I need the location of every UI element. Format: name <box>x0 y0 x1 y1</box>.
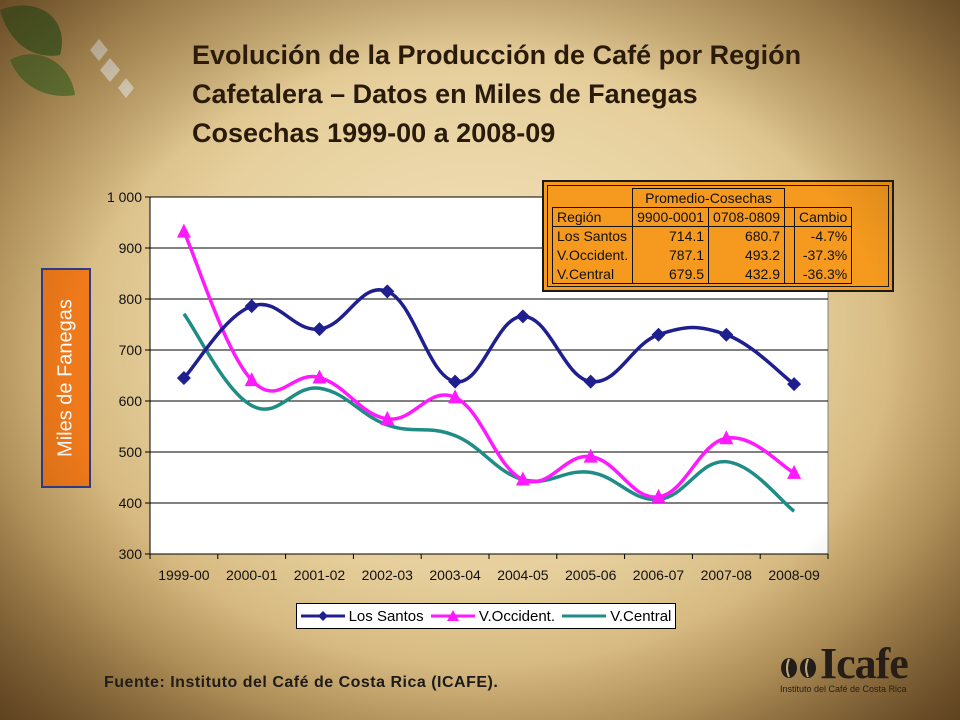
y-tick-label: 700 <box>119 342 143 358</box>
summary-header-region: Región <box>551 207 633 227</box>
logo-brand: Icafe <box>820 639 909 688</box>
legend-item-v-occident: V.Occident. <box>430 607 556 625</box>
summary-cell: 432.9 <box>708 264 785 284</box>
coffee-bean-icon <box>781 658 816 678</box>
summary-table: Promedio-Cosechas Región 9900-0001 0708-… <box>542 180 894 292</box>
summary-header-period-2: 0708-0809 <box>708 207 785 227</box>
summary-header-change: Cambio <box>793 207 853 227</box>
chart-legend: Los Santos V.Occident. V.Central <box>296 603 676 629</box>
legend-label: V.Occident. <box>478 607 556 625</box>
x-tick-label: 2005-06 <box>565 567 617 583</box>
legend-swatch-triangle <box>430 610 475 621</box>
y-tick-label: 900 <box>119 240 143 256</box>
x-tick-label: 2007-08 <box>701 567 753 583</box>
legend-swatch-diamond <box>300 611 345 621</box>
y-tick-label: 1 000 <box>107 189 142 205</box>
legend-item-v-central: V.Central <box>562 608 671 625</box>
x-tick-label: 2006-07 <box>633 567 685 583</box>
summary-cell: -4.7% <box>793 226 853 246</box>
legend-item-los-santos: Los Santos <box>300 607 424 625</box>
summary-cell: 787.1 <box>632 245 710 265</box>
legend-label: Los Santos <box>348 607 424 625</box>
y-tick-label: 300 <box>119 546 143 562</box>
x-tick-label: 2001-02 <box>294 567 346 583</box>
x-tick-label: 2000-01 <box>226 567 278 583</box>
summary-row: V.Occident. 787.1 493.2 -37.3% <box>551 245 853 265</box>
summary-cell: -36.3% <box>793 264 853 284</box>
legend-swatch-line <box>562 614 607 618</box>
y-tick-label: 600 <box>119 393 143 409</box>
source-note: Fuente: Instituto del Café de Costa Rica… <box>104 674 499 691</box>
y-tick-label: 800 <box>119 291 143 307</box>
logo-subtitle: Instituto del Café de Costa Rica <box>780 684 907 694</box>
summary-cell: 714.1 <box>632 226 710 246</box>
summary-cell: 679.5 <box>632 264 710 284</box>
summary-row: V.Central 679.5 432.9 -36.3% <box>551 264 853 284</box>
summary-cell: V.Occident. <box>551 245 633 265</box>
x-tick-label: 2008-09 <box>768 567 820 583</box>
summary-header-period-1: 9900-0001 <box>632 207 710 227</box>
summary-row: Los Santos 714.1 680.7 -4.7% <box>551 226 853 246</box>
summary-cell: V.Central <box>551 264 633 284</box>
summary-cell: Los Santos <box>551 226 633 246</box>
summary-cell: 680.7 <box>708 226 785 246</box>
icafe-logo: Icafe Instituto del Café de Costa Rica <box>780 639 940 696</box>
x-tick-label: 1999-00 <box>158 567 210 583</box>
summary-cell: 493.2 <box>708 245 785 265</box>
x-tick-label: 2003-04 <box>429 567 481 583</box>
y-tick-label: 500 <box>119 444 143 460</box>
y-tick-label: 400 <box>119 495 143 511</box>
x-tick-label: 2002-03 <box>362 567 414 583</box>
summary-cell: -37.3% <box>793 245 853 265</box>
legend-label: V.Central <box>610 607 672 625</box>
summary-group-header: Promedio-Cosechas <box>632 188 785 208</box>
x-tick-label: 2004-05 <box>497 567 549 583</box>
